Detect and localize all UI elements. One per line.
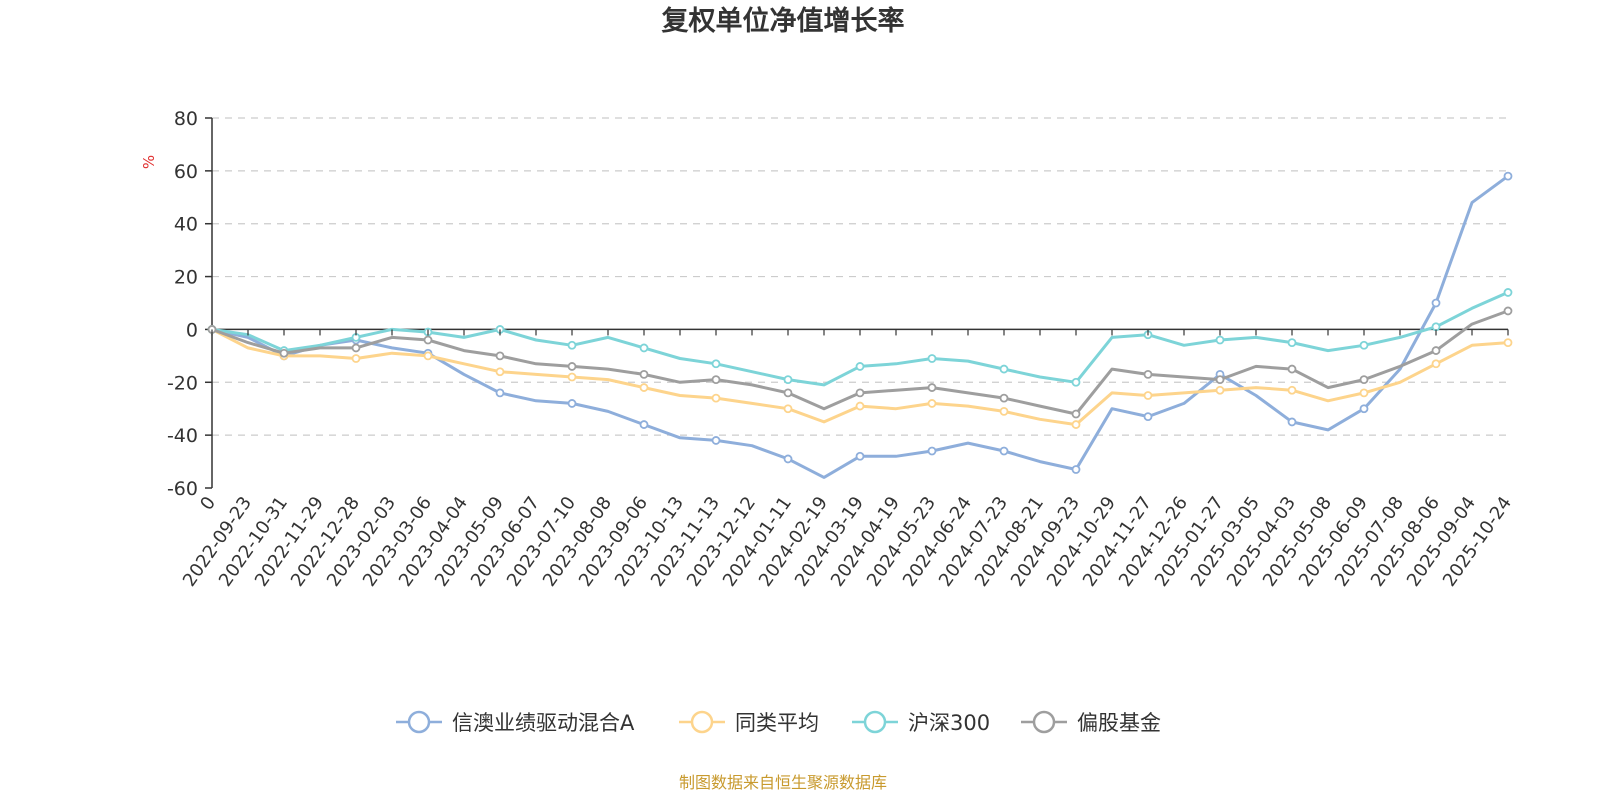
data-point	[351, 354, 361, 363]
series-3	[207, 306, 1513, 419]
y-tick-label: 0	[186, 319, 198, 341]
data-point	[1071, 377, 1081, 387]
data-point	[999, 364, 1009, 374]
y-tick-label: -20	[167, 372, 198, 394]
legend-marker	[690, 710, 714, 734]
data-point	[711, 393, 721, 403]
data-point	[279, 348, 289, 358]
legend-item[interactable]: 信澳业绩驱动混合A	[396, 710, 635, 735]
data-point	[423, 351, 433, 361]
x-tick-label: 0	[196, 493, 220, 514]
data-point	[855, 388, 865, 398]
data-point	[1215, 385, 1225, 395]
series-1	[207, 325, 1513, 429]
data-point	[927, 354, 937, 363]
series-0	[207, 171, 1513, 479]
legend-label: 偏股基金	[1077, 711, 1161, 735]
y-tick-label: 40	[174, 214, 198, 236]
data-point	[1287, 417, 1297, 427]
data-point	[711, 436, 721, 445]
data-point	[639, 343, 649, 353]
legend: 信澳业绩驱动混合A 同类平均 沪深300 偏股基金	[396, 710, 1161, 735]
data-point	[711, 359, 721, 369]
data-point	[855, 401, 865, 411]
data-point	[855, 362, 865, 371]
data-point	[1503, 306, 1513, 316]
y-tick-label: 20	[174, 267, 198, 289]
y-tick-label: 60	[174, 161, 198, 183]
data-point	[927, 446, 937, 456]
data-point	[1071, 465, 1081, 474]
data-point	[783, 375, 793, 385]
y-tick-label: -40	[167, 425, 198, 447]
data-point	[495, 388, 505, 398]
data-point	[495, 367, 505, 377]
data-point	[1431, 359, 1441, 369]
data-point	[1431, 322, 1441, 332]
y-tick-label: -60	[167, 478, 198, 500]
data-point	[783, 404, 793, 414]
data-point	[1503, 338, 1513, 348]
legend-label: 沪深300	[908, 711, 990, 735]
data-point	[711, 375, 721, 385]
data-point	[927, 383, 937, 392]
data-point	[1503, 288, 1513, 297]
legend-item[interactable]: 同类平均	[679, 710, 819, 735]
data-point	[1359, 404, 1369, 414]
data-point	[1503, 171, 1513, 181]
legend-marker	[1032, 710, 1056, 734]
data-point	[1215, 335, 1225, 345]
data-point	[1431, 346, 1441, 355]
data-point	[567, 372, 577, 382]
y-axis-ticks: 80 60 40 20 0 -20 -40 -60	[167, 108, 212, 500]
y-axis-unit: %	[140, 155, 158, 169]
data-point	[567, 399, 577, 408]
legend-item[interactable]: 偏股基金	[1021, 710, 1161, 735]
data-point	[495, 351, 505, 361]
x-axis-ticks: 02022-09-232022-10-312022-11-292022-12-2…	[179, 329, 1516, 591]
data-point	[855, 451, 865, 461]
data-point	[1071, 420, 1081, 429]
legend-marker	[407, 710, 431, 734]
data-point	[1431, 298, 1441, 308]
data-point	[1359, 375, 1369, 385]
data-point	[1071, 409, 1081, 419]
axes	[211, 118, 1508, 488]
data-point	[351, 343, 361, 353]
data-point	[999, 406, 1009, 416]
chart-title: 复权单位净值增长率	[662, 5, 905, 37]
data-point	[783, 454, 793, 464]
data-point	[567, 340, 577, 350]
data-point	[1287, 364, 1297, 374]
legend-label: 信澳业绩驱动混合A	[452, 711, 635, 735]
data-point	[1215, 375, 1225, 385]
legend-item[interactable]: 沪深300	[852, 710, 990, 735]
source-note: 制图数据来自恒生聚源数据库	[679, 773, 887, 792]
data-point	[1143, 391, 1153, 400]
gridlines	[212, 117, 1508, 436]
data-point	[639, 369, 649, 379]
data-point	[1287, 385, 1297, 395]
data-point	[639, 383, 649, 392]
data-point	[999, 393, 1009, 403]
data-point	[1143, 369, 1153, 379]
data-point	[783, 388, 793, 398]
data-point	[927, 399, 937, 408]
series-line	[211, 174, 1509, 479]
data-point	[999, 446, 1009, 456]
data-point	[639, 420, 649, 429]
series-lines	[207, 171, 1513, 479]
data-point	[567, 362, 577, 371]
legend-label: 同类平均	[735, 711, 819, 735]
data-point	[1359, 388, 1369, 398]
data-point	[1143, 412, 1153, 422]
data-point	[423, 335, 433, 345]
legend-marker	[863, 710, 887, 734]
data-point	[1359, 340, 1369, 350]
y-tick-label: 80	[174, 108, 198, 130]
data-point	[1287, 338, 1297, 348]
